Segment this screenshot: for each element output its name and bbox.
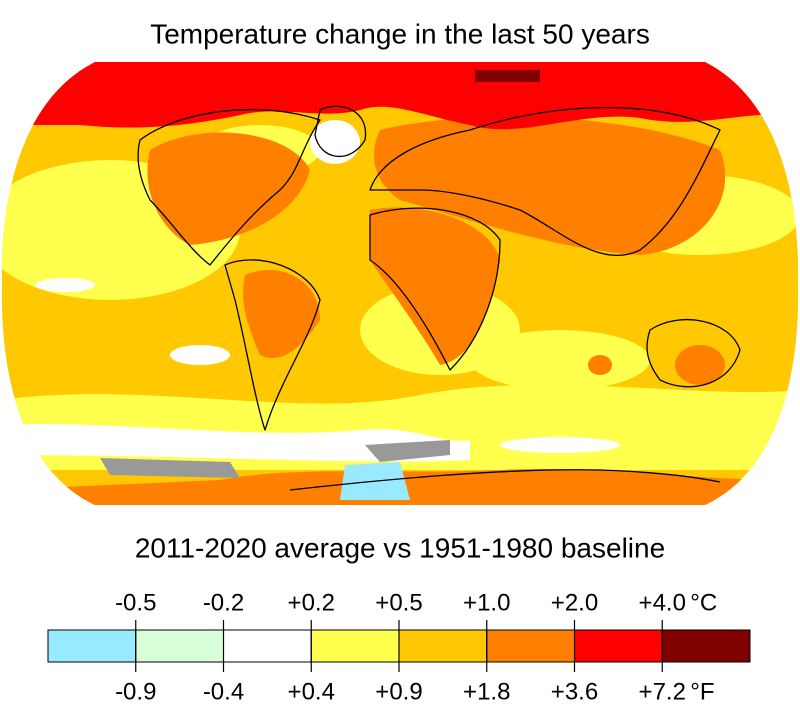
legend-swatch xyxy=(398,629,488,663)
celsius-label: +4.0 xyxy=(639,589,686,616)
legend-swatch xyxy=(47,629,137,663)
title: Temperature change in the last 50 years xyxy=(150,18,650,49)
legend-swatch xyxy=(661,629,751,663)
legend-swatch xyxy=(486,629,575,663)
legend: -0.5 -0.9 -0.2 -0.4 +0.2 +0.4 +0.5 +0.9 +1.0 +1.8… xyxy=(47,589,751,705)
subtitle: 2011-2020 average vs 1951-1980 baseline xyxy=(135,532,665,563)
celsius-label: -0.5 xyxy=(115,589,156,616)
fahrenheit-label: -0.9 xyxy=(115,678,156,705)
celsius-label: +0.5 xyxy=(375,589,422,616)
map xyxy=(1,62,799,505)
fahrenheit-label: +3.6 xyxy=(551,678,598,705)
fahrenheit-label: +1.8 xyxy=(463,678,510,705)
legend-swatch xyxy=(310,629,400,663)
fahrenheit-label: -0.4 xyxy=(203,678,244,705)
fahrenheit-label: +7.2 xyxy=(639,678,686,705)
fahrenheit-label: +0.4 xyxy=(288,678,335,705)
celsius-unit: °C xyxy=(690,589,717,616)
legend-swatch xyxy=(223,629,312,663)
celsius-label: +1.0 xyxy=(463,589,510,616)
celsius-label: -0.2 xyxy=(203,589,244,616)
fahrenheit-unit: °F xyxy=(690,678,714,705)
celsius-label: +0.2 xyxy=(288,589,335,616)
celsius-label: +2.0 xyxy=(551,589,598,616)
legend-swatch xyxy=(135,629,224,663)
fahrenheit-label: +0.9 xyxy=(375,678,422,705)
legend-swatch xyxy=(574,629,663,663)
